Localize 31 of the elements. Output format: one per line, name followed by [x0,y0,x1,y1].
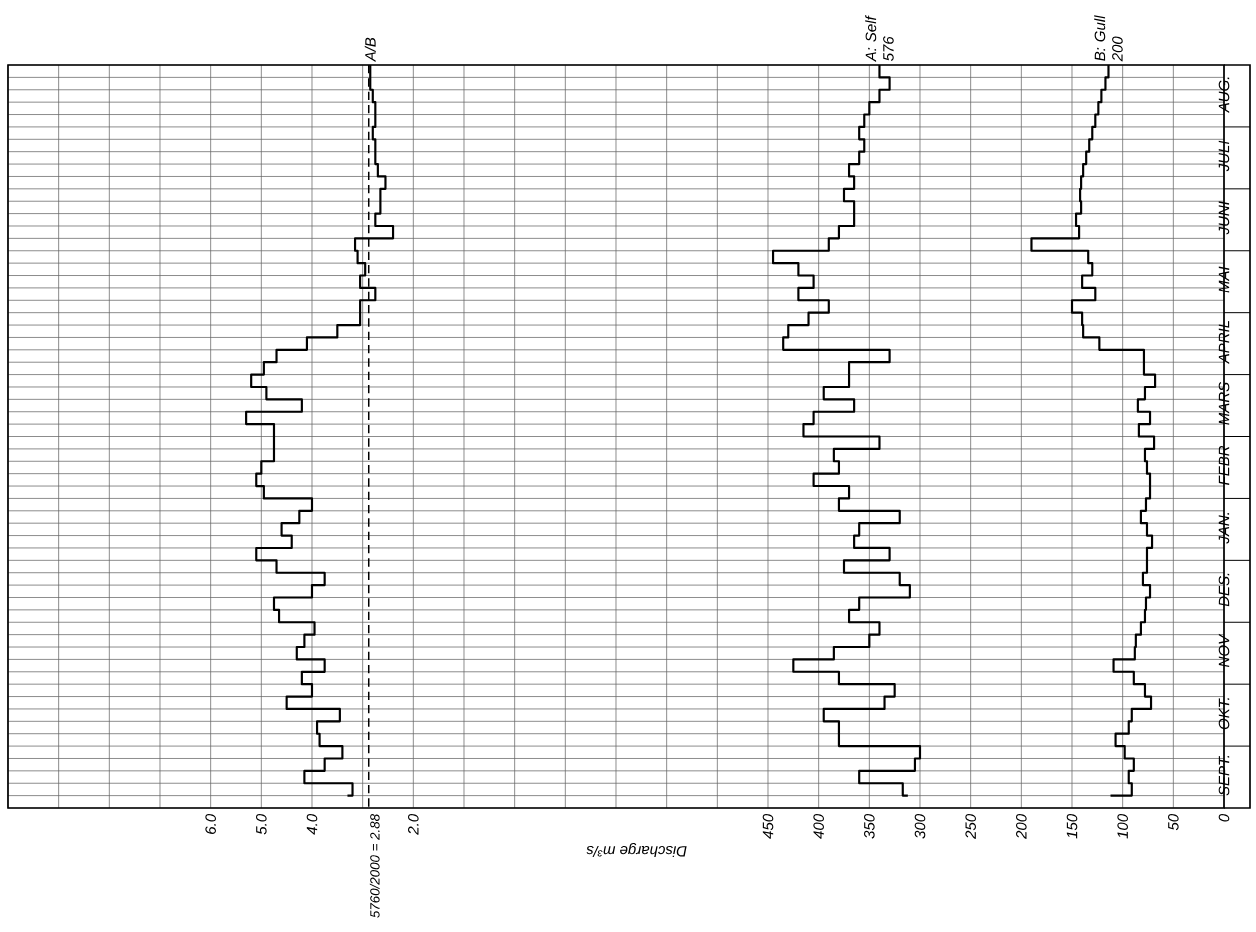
y-tick-label: DES. [1218,573,1230,607]
x2-tick-label: 6.0 [205,814,216,834]
y-tick-label: MAI [1218,266,1230,293]
x-tick-label: 150 [1066,814,1078,839]
y-tick-label: JULI [1218,140,1230,172]
y-tick-label: FEBR [1218,445,1230,485]
x2-tick-label: 2.0 [408,814,419,835]
x-tick-label: 200 [1016,814,1027,839]
x-tick-label: 300 [914,814,926,839]
y-tick-label: JUNI [1218,201,1230,235]
y-tick-label: OKT. [1218,698,1230,730]
x2-tick-label: 4.0 [306,814,318,835]
x-tick-label: 450 [762,814,774,839]
x-tick-label: 400 [813,814,824,839]
y-tick-label: JAN. [1218,512,1230,544]
text: A/B [364,37,376,63]
x2-tick-label: 5.0 [256,814,267,835]
x-tick-label: 50 [1168,814,1179,831]
y-tick-label: AUG. [1218,77,1230,114]
text: A: Self 576 [865,15,894,63]
x-tick-label: 100 [1117,814,1128,839]
x-tick-label: 0 [1218,814,1230,822]
text: B: Gull 200 [1094,15,1123,62]
y-tick-label: MARS [1218,382,1230,425]
x-tick-label: 350 [864,814,875,839]
y-tick-label: SEPT. [1218,755,1230,796]
ref-line-label: 5760/2000 = 2.88 [369,813,380,918]
x-tick-label: 250 [965,814,976,839]
y-tick-label: APRIL [1218,321,1230,365]
y-tick-label: NOV [1218,633,1230,667]
x-axis-title: Discharge m³/s [586,843,687,858]
